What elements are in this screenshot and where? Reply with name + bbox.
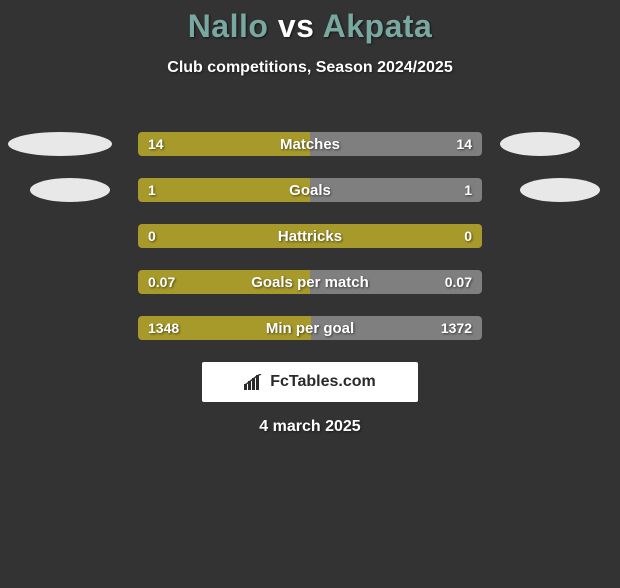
stat-bar-left (138, 316, 311, 340)
stat-bar-left (138, 224, 482, 248)
date: 4 march 2025 (0, 418, 620, 436)
stat-row: Min per goal13481372 (138, 316, 482, 340)
stat-row: Hattricks00 (138, 224, 482, 248)
stat-row: Goals11 (138, 178, 482, 202)
brand-badge: FcTables.com (202, 362, 418, 402)
stat-bar-left (138, 132, 310, 156)
stat-bar-left (138, 178, 310, 202)
stat-bar-right (311, 316, 482, 340)
subtitle: Club competitions, Season 2024/2025 (0, 59, 620, 77)
title-player1: Nallo (188, 8, 269, 44)
title-player2: Akpata (323, 8, 433, 44)
stat-row: Matches1414 (138, 132, 482, 156)
stat-bar-right (310, 132, 482, 156)
title-vs: vs (278, 8, 315, 44)
page-title: Nallo vs Akpata (0, 8, 620, 45)
brand-text: FcTables.com (270, 373, 376, 391)
stat-bar-right (310, 178, 482, 202)
stat-bar-right (310, 270, 482, 294)
stat-row: Goals per match0.070.07 (138, 270, 482, 294)
bar-chart-icon (244, 374, 264, 390)
stat-bar-left (138, 270, 310, 294)
comparison-chart: Matches1414 Goals11 Hattricks00 Goals per m… (0, 132, 620, 362)
